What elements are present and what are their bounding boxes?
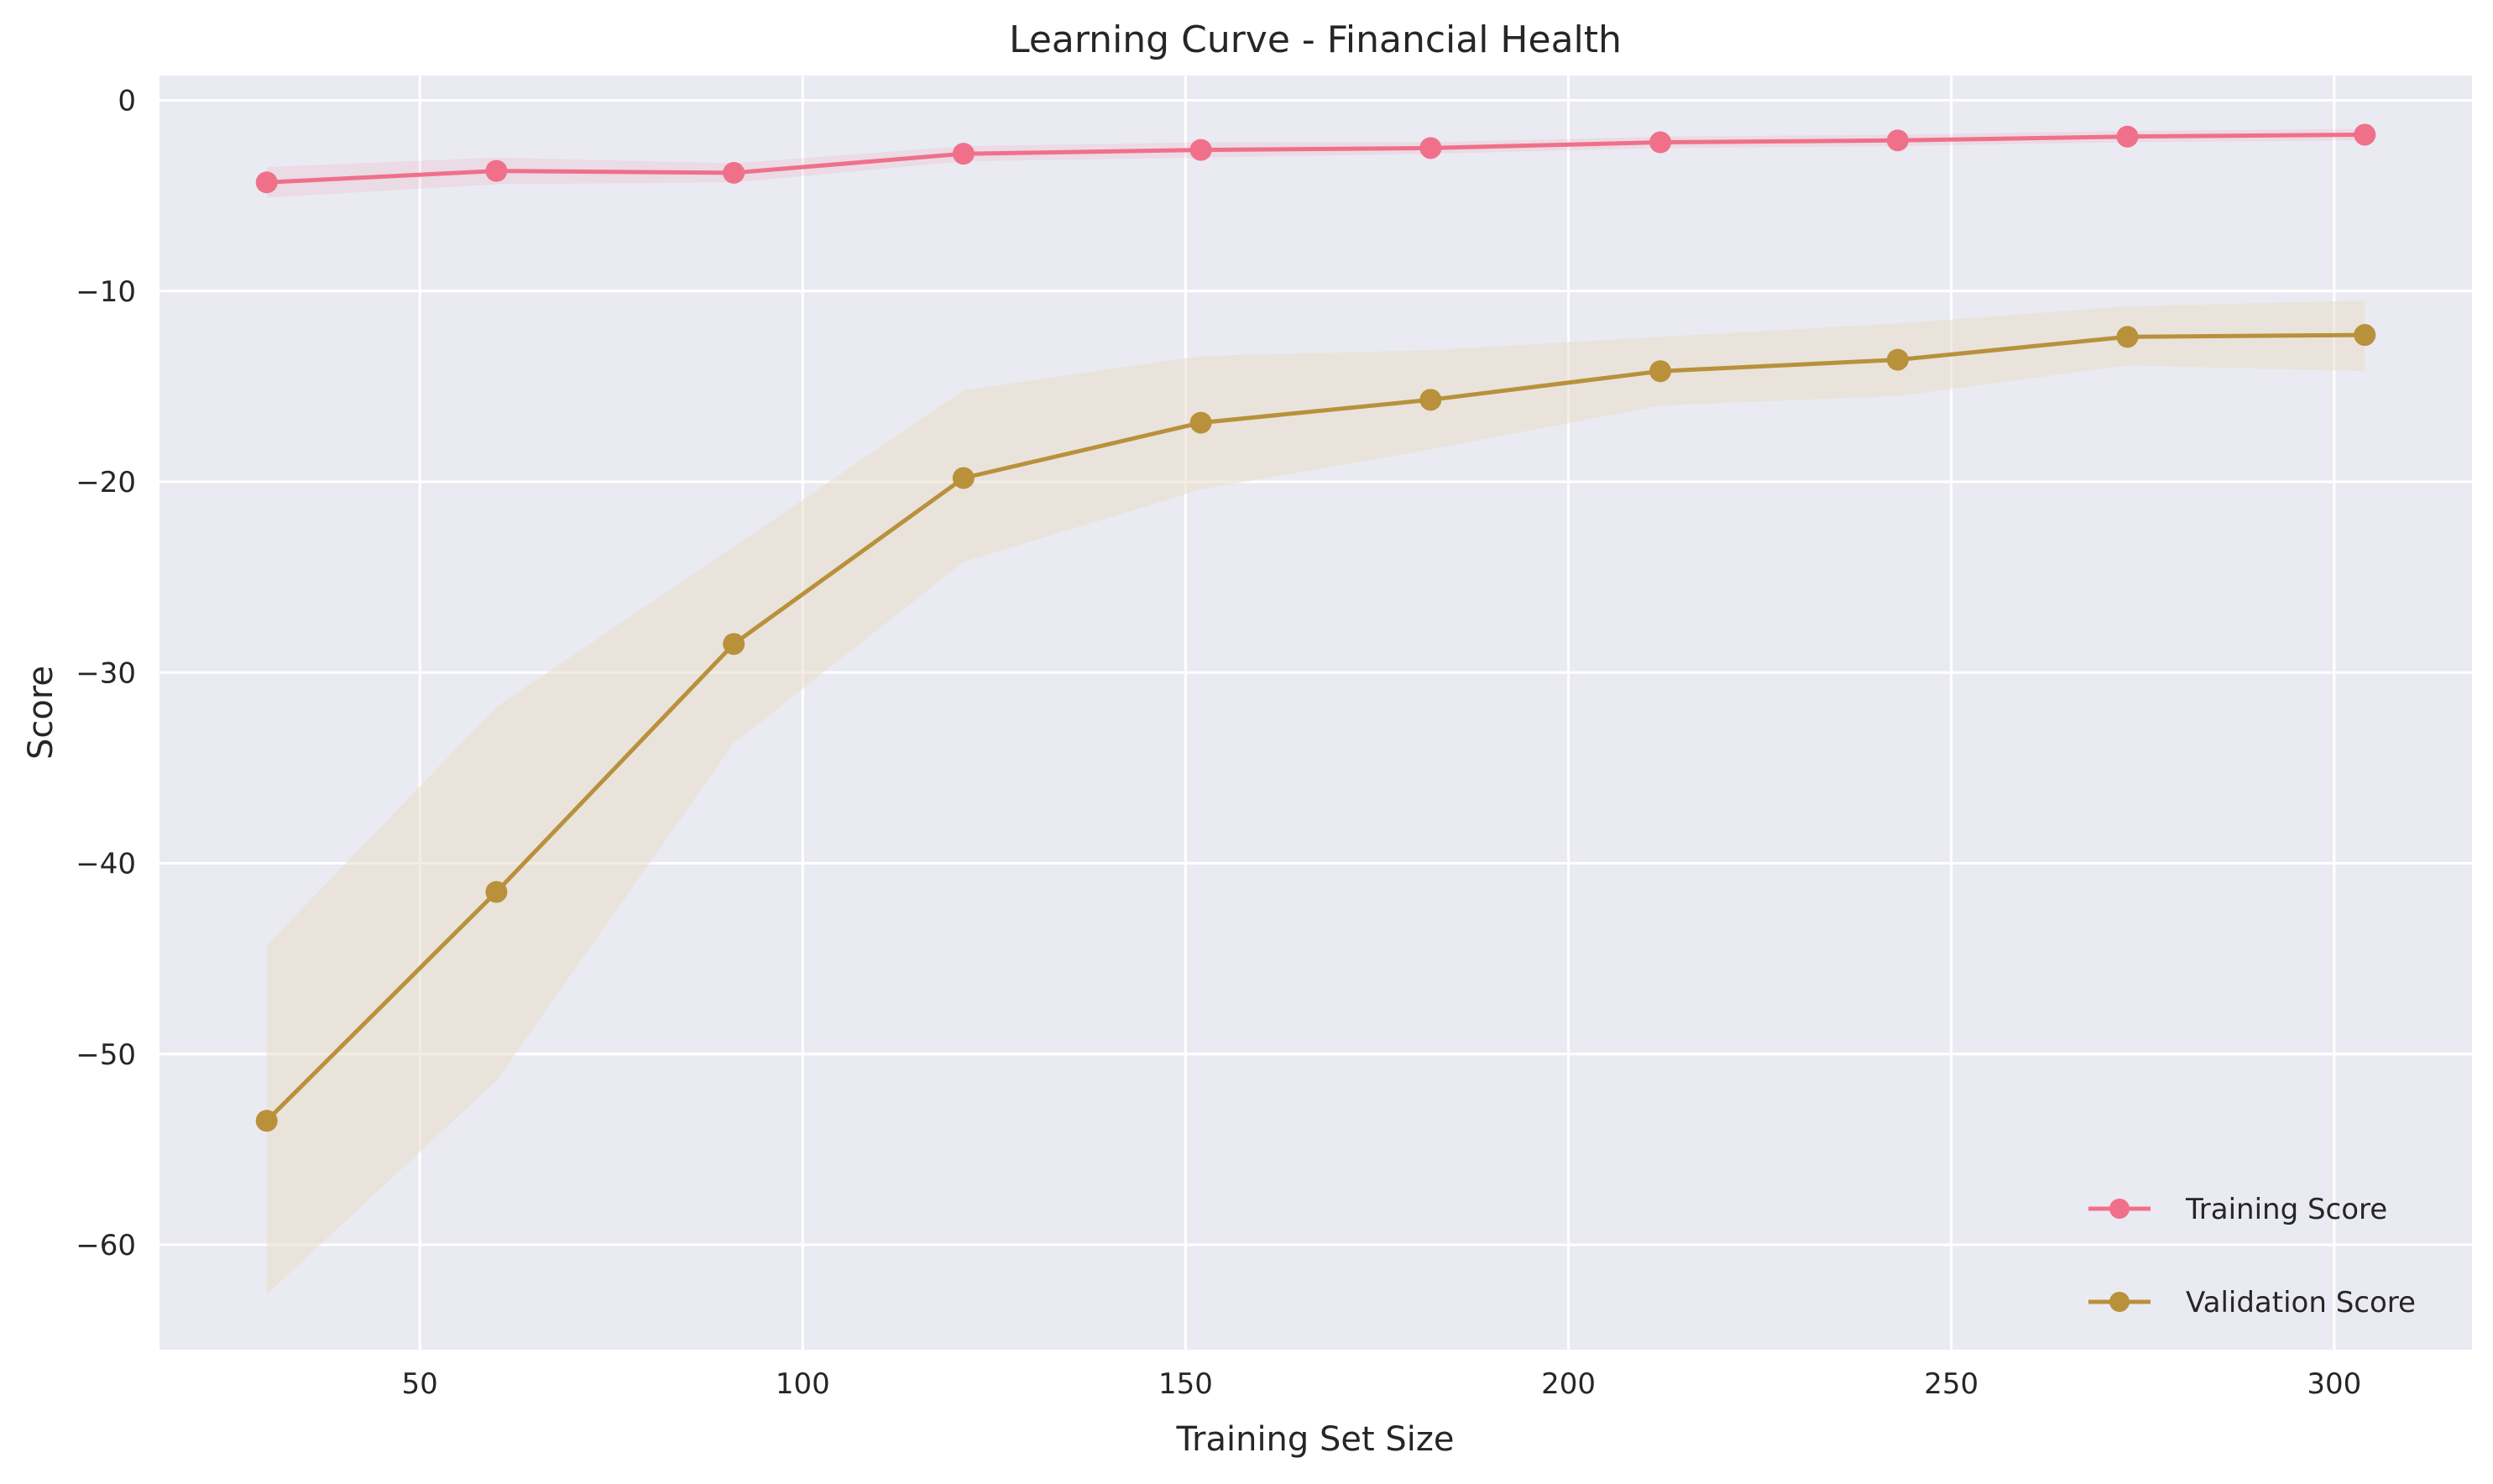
training-confidence-band	[266, 128, 2365, 198]
y-tick-label: 0	[118, 85, 136, 118]
validation-score-point	[1649, 360, 1672, 383]
y-tick-label: −10	[76, 275, 136, 309]
y-tick-label: −40	[76, 848, 136, 881]
chart-title: Learning Curve - Financial Health	[1009, 18, 1622, 61]
x-tick-label: 150	[1158, 1367, 1213, 1401]
training-score-point	[485, 159, 508, 182]
validation-score-point	[255, 1110, 278, 1132]
validation-score-point	[1886, 348, 1909, 371]
grid-lines	[159, 76, 2472, 1350]
validation-score-point	[723, 633, 745, 656]
y-tick-label: −50	[76, 1038, 136, 1072]
legend-validation-marker	[2109, 1292, 2130, 1312]
series-lines	[264, 132, 2365, 1123]
tick-labels: 50 100 150 200 250 300 0 −10 −20 −30 −40 −50 −60	[76, 85, 2361, 1401]
training-score-point	[1419, 137, 1442, 159]
x-tick-label: 100	[776, 1367, 830, 1401]
x-tick-label: 300	[2307, 1367, 2361, 1401]
training-score-point	[1189, 138, 1212, 161]
x-tick-label: 200	[1541, 1367, 1596, 1401]
training-score-point	[1649, 131, 1672, 154]
training-score-point	[2116, 125, 2139, 148]
training-score-point	[1886, 129, 1909, 152]
training-score-point	[723, 161, 745, 184]
legend-training-marker	[2109, 1199, 2130, 1219]
y-tick-label: −30	[76, 656, 136, 690]
x-axis-label: Training Set Size	[1175, 1420, 1454, 1459]
validation-score-point	[485, 880, 508, 903]
x-tick-label: 250	[1924, 1367, 1978, 1401]
validation-score-point	[1419, 389, 1442, 411]
training-score-point	[255, 171, 278, 194]
y-axis-label: Score	[22, 666, 60, 760]
y-tick-label: −20	[76, 466, 136, 499]
x-tick-label: 50	[402, 1367, 438, 1401]
validation-score-point	[2354, 324, 2376, 347]
training-score-line	[266, 132, 2365, 185]
validation-score-line	[264, 332, 2365, 1123]
confidence-bands	[266, 128, 2365, 1295]
training-score-point	[952, 143, 975, 165]
validation-confidence-band	[266, 300, 2365, 1295]
legend-training-label: Training Score	[2185, 1193, 2387, 1226]
legend: Training Score Validation Score	[2088, 1193, 2416, 1319]
y-tick-label: −60	[76, 1229, 136, 1262]
training-score-point	[2354, 123, 2376, 146]
validation-score-point	[1189, 411, 1212, 434]
legend-validation-label: Validation Score	[2186, 1286, 2416, 1319]
series-markers	[255, 123, 2376, 1132]
validation-score-point	[952, 467, 975, 489]
validation-score-point	[2116, 326, 2139, 348]
